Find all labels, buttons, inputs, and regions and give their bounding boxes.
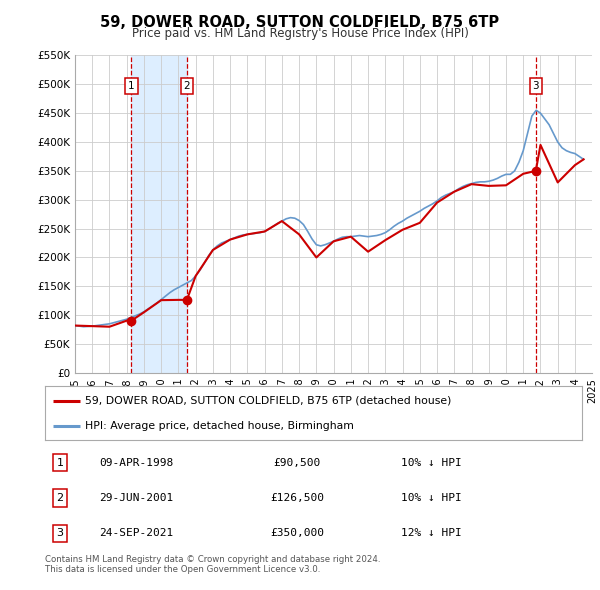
Text: 10% ↓ HPI: 10% ↓ HPI <box>401 493 462 503</box>
Text: 2: 2 <box>184 81 190 91</box>
Text: 3: 3 <box>533 81 539 91</box>
Text: £90,500: £90,500 <box>274 457 321 467</box>
Text: 09-APR-1998: 09-APR-1998 <box>99 457 173 467</box>
Text: HPI: Average price, detached house, Birmingham: HPI: Average price, detached house, Birm… <box>85 421 354 431</box>
Text: 1: 1 <box>128 81 134 91</box>
Text: 59, DOWER ROAD, SUTTON COLDFIELD, B75 6TP (detached house): 59, DOWER ROAD, SUTTON COLDFIELD, B75 6T… <box>85 396 452 406</box>
Text: 12% ↓ HPI: 12% ↓ HPI <box>401 529 462 539</box>
Text: 24-SEP-2021: 24-SEP-2021 <box>99 529 173 539</box>
Text: 29-JUN-2001: 29-JUN-2001 <box>99 493 173 503</box>
Text: Price paid vs. HM Land Registry's House Price Index (HPI): Price paid vs. HM Land Registry's House … <box>131 27 469 40</box>
Text: 10% ↓ HPI: 10% ↓ HPI <box>401 457 462 467</box>
Text: 3: 3 <box>56 529 64 539</box>
Text: 2: 2 <box>56 493 64 503</box>
Bar <box>131 55 187 373</box>
Text: £350,000: £350,000 <box>271 529 325 539</box>
Text: Contains HM Land Registry data © Crown copyright and database right 2024.
This d: Contains HM Land Registry data © Crown c… <box>45 555 380 574</box>
Text: £126,500: £126,500 <box>271 493 325 503</box>
Text: 1: 1 <box>56 457 64 467</box>
Text: 59, DOWER ROAD, SUTTON COLDFIELD, B75 6TP: 59, DOWER ROAD, SUTTON COLDFIELD, B75 6T… <box>100 15 500 30</box>
